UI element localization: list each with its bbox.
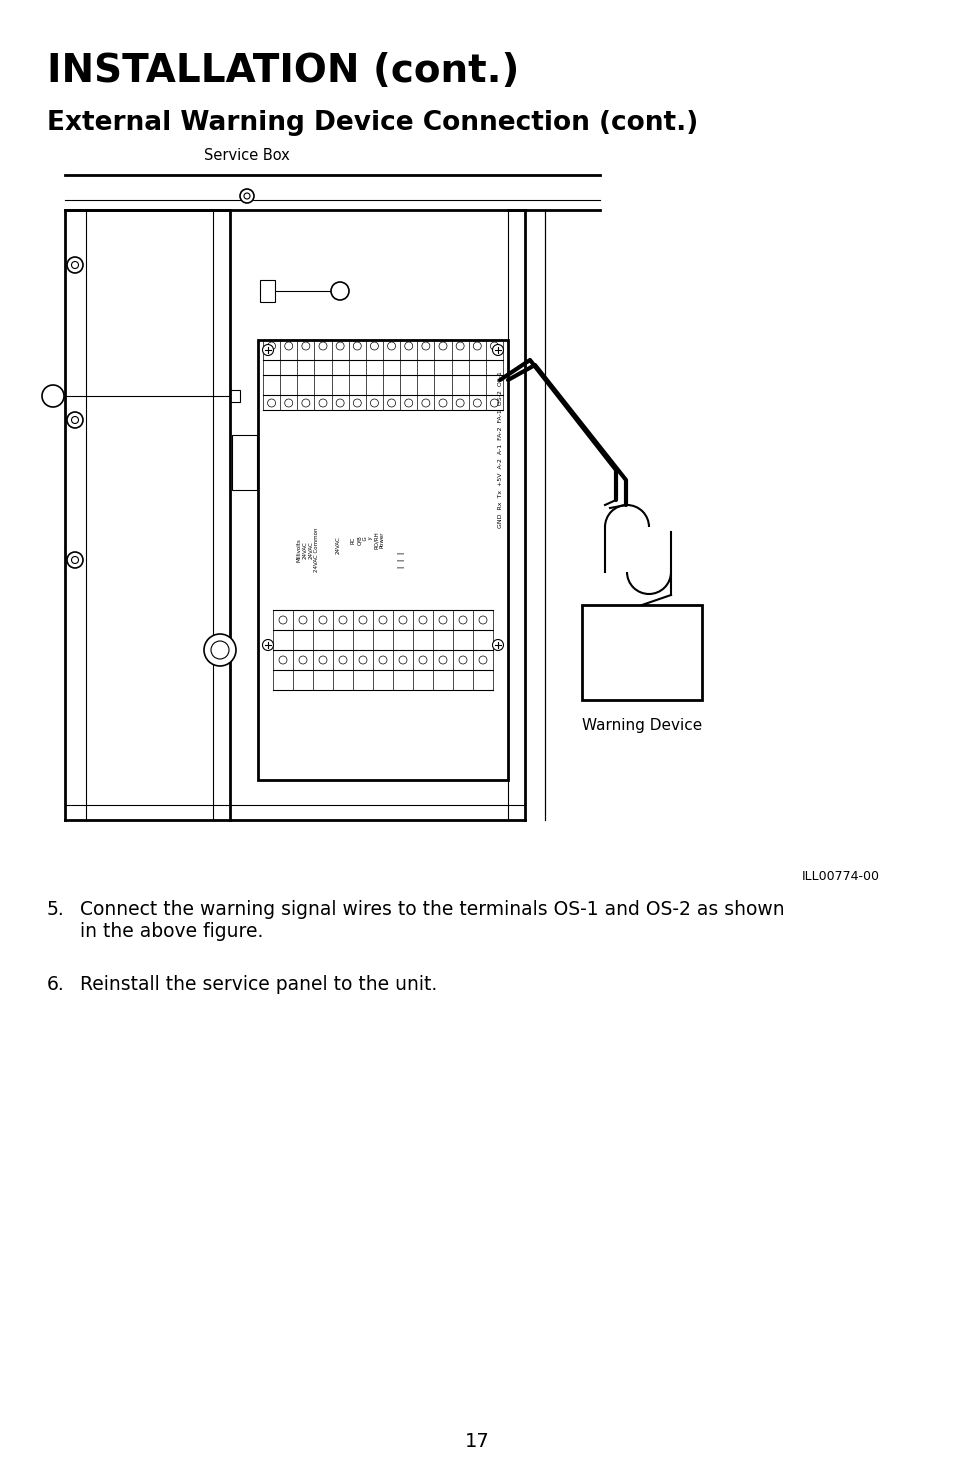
Circle shape [398,617,407,624]
Circle shape [278,656,287,664]
Text: 17: 17 [464,1432,489,1451]
Circle shape [335,342,344,350]
Circle shape [404,342,413,350]
Circle shape [421,400,430,407]
Text: External Warning Device Connection (cont.): External Warning Device Connection (cont… [47,111,698,136]
Circle shape [438,400,447,407]
Circle shape [335,400,344,407]
Text: 5.: 5. [47,900,65,919]
Circle shape [278,617,287,624]
Bar [581,605,701,701]
Circle shape [353,400,361,407]
Circle shape [438,656,447,664]
Text: GND  Rx  Tx  +5V  A-2  A-1  FA-2  FA-1  OS-2  OS-1: GND Rx Tx +5V A-2 A-1 FA-2 FA-1 OS-2 OS-… [497,372,502,528]
Circle shape [492,345,503,355]
Circle shape [458,656,467,664]
Circle shape [262,345,274,355]
Circle shape [478,656,486,664]
Circle shape [378,617,387,624]
Circle shape [458,617,467,624]
Circle shape [358,656,367,664]
Circle shape [71,416,78,423]
Circle shape [418,617,427,624]
Circle shape [211,642,229,659]
Circle shape [358,617,367,624]
Circle shape [387,342,395,350]
Circle shape [404,400,413,407]
Circle shape [338,617,347,624]
Circle shape [370,400,378,407]
Circle shape [318,617,327,624]
Text: RC
O/B
  G
  y
RO/RH
Power: RC O/B G y RO/RH Power [351,531,385,549]
Bar [257,341,507,780]
Text: 6.: 6. [47,975,65,994]
Bar [260,280,274,302]
Circle shape [438,342,447,350]
Circle shape [490,342,497,350]
Circle shape [284,400,293,407]
Circle shape [67,552,83,568]
Circle shape [318,342,327,350]
Circle shape [438,617,447,624]
Circle shape [67,412,83,428]
Circle shape [298,617,307,624]
Circle shape [67,257,83,273]
Circle shape [42,385,64,407]
Circle shape [298,656,307,664]
Circle shape [267,342,275,350]
Circle shape [353,342,361,350]
Bar [230,389,240,403]
Circle shape [478,617,486,624]
Text: Reinstall the service panel to the unit.: Reinstall the service panel to the unit. [80,975,436,994]
Circle shape [71,261,78,268]
Circle shape [456,342,464,350]
Circle shape [262,640,274,650]
Text: Connect the warning signal wires to the terminals OS-1 and OS-2 as shown
in the : Connect the warning signal wires to the … [80,900,783,941]
Circle shape [338,656,347,664]
Text: Warning Device: Warning Device [581,718,701,733]
Circle shape [418,656,427,664]
Circle shape [331,282,349,299]
Circle shape [492,640,503,650]
Text: 24VAC: 24VAC [335,535,340,555]
Bar [232,435,256,490]
Circle shape [301,400,310,407]
Circle shape [318,400,327,407]
Circle shape [240,189,253,204]
Circle shape [378,656,387,664]
Text: Service Box: Service Box [204,148,290,164]
Circle shape [301,342,310,350]
Text: ILL00774-00: ILL00774-00 [801,870,879,884]
Circle shape [387,400,395,407]
Circle shape [204,634,235,667]
Circle shape [370,342,378,350]
Circle shape [318,656,327,664]
Text: I  I  I: I I I [398,552,407,568]
Circle shape [398,656,407,664]
Circle shape [267,400,275,407]
Circle shape [490,400,497,407]
Circle shape [244,193,250,199]
Circle shape [473,400,480,407]
Text: INSTALLATION (cont.): INSTALLATION (cont.) [47,52,518,90]
Text: Millivolts
24VAC
24VAC
24VAC Common: Millivolts 24VAC 24VAC 24VAC Common [296,528,319,572]
Circle shape [456,400,464,407]
Circle shape [421,342,430,350]
Circle shape [284,342,293,350]
Circle shape [71,556,78,563]
Circle shape [473,342,480,350]
